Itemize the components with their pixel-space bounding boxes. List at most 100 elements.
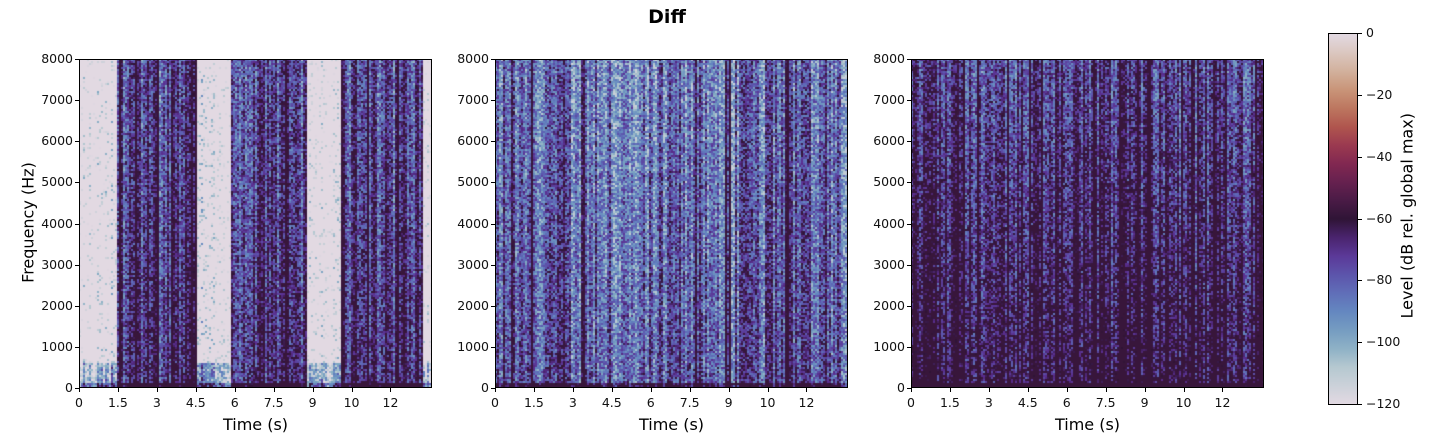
y-tick-mark [907,100,911,102]
colorbar-tick-label: −60 [1366,210,1393,226]
y-tick-label: 6000 [873,133,905,149]
y-tick-mark [491,223,495,225]
y-tick-label: 1000 [41,338,73,354]
x-tick-label: 1.5 [107,395,128,410]
x-axis-label: Time (s) [638,415,705,434]
y-tick-mark [75,388,79,389]
spectrogram-panel-1 [79,59,432,388]
x-tick-label: 4.5 [1017,395,1038,410]
y-tick-mark [491,305,495,307]
y-tick-label: 2000 [457,297,489,313]
y-tick-mark [491,100,495,102]
x-tick-mark [911,388,912,392]
x-tick-label: 7.5 [679,395,700,410]
x-tick-label: 12 [798,395,815,410]
x-tick-mark [689,388,691,392]
y-tick-mark [75,223,79,225]
y-tick-mark [75,264,79,266]
y-tick-label: 1000 [873,338,905,354]
colorbar [1328,33,1358,405]
y-tick-mark [491,141,495,143]
x-tick-label: 3 [568,395,577,410]
x-tick-label: 12 [382,395,399,410]
colorbar-tick-label: −80 [1366,272,1393,288]
spectrogram-heatmap [911,59,1264,388]
y-tick-label: 0 [481,380,489,395]
x-tick-mark [234,388,236,392]
y-tick-label: 3000 [873,256,905,272]
spectrogram-heatmap [79,59,432,388]
y-tick-label: 3000 [41,256,73,272]
axes-frame [79,59,432,388]
y-tick-label: 4000 [41,215,73,231]
x-tick-label: 4.5 [601,395,622,410]
y-tick-label: 4000 [873,215,905,231]
x-tick-mark [611,388,613,392]
colorbar-tick-mark [1358,342,1362,344]
x-tick-mark [949,388,951,392]
y-tick-label: 5000 [457,174,489,190]
x-tick-mark [1027,388,1029,392]
colorbar-tick-mark [1358,280,1362,282]
x-tick-mark [351,388,353,392]
colorbar-tick-mark [1358,218,1362,220]
y-tick-label: 7000 [41,92,73,108]
colorbar-tick-mark [1358,156,1362,158]
y-tick-label: 1000 [457,338,489,354]
figure-title: Diff [648,6,686,28]
y-tick-label: 0 [65,380,73,395]
y-tick-label: 6000 [457,133,489,149]
x-tick-label: 9 [724,395,733,410]
y-tick-mark [907,305,911,307]
y-tick-mark [75,59,79,60]
x-tick-label: 10 [343,395,360,410]
y-tick-mark [907,346,911,348]
x-tick-mark [195,388,197,392]
x-tick-mark [650,388,652,392]
x-tick-mark [533,388,535,392]
x-tick-label: 6 [230,395,239,410]
y-tick-label: 8000 [873,51,905,66]
x-tick-mark [1144,388,1146,392]
axes-frame [495,59,848,388]
x-tick-label: 9 [1140,395,1149,410]
x-tick-label: 0 [75,395,83,410]
x-tick-label: 6 [1062,395,1071,410]
y-tick-label: 8000 [41,51,73,66]
x-tick-mark [572,388,574,392]
x-tick-mark [495,388,496,392]
y-tick-mark [75,182,79,184]
x-tick-mark [273,388,275,392]
x-tick-mark [390,388,392,392]
x-axis-label: Time (s) [222,415,289,434]
y-tick-label: 2000 [41,297,73,313]
y-tick-label: 7000 [457,92,489,108]
y-tick-mark [491,264,495,266]
colorbar-tick-label: −40 [1366,148,1393,164]
x-tick-mark [767,388,769,392]
y-tick-label: 3000 [457,256,489,272]
x-tick-label: 4.5 [185,395,206,410]
x-tick-label: 1.5 [523,395,544,410]
y-tick-mark [907,182,911,184]
y-tick-mark [907,59,911,60]
axes-frame [911,59,1264,388]
spectrogram-panel-2 [495,59,848,388]
y-tick-label: 8000 [457,51,489,66]
x-tick-mark [1105,388,1107,392]
x-tick-label: 10 [759,395,776,410]
y-tick-mark [491,388,495,389]
y-tick-label: 2000 [873,297,905,313]
y-tick-label: 6000 [41,133,73,149]
y-tick-mark [907,388,911,389]
x-tick-label: 3 [152,395,161,410]
x-tick-mark [988,388,990,392]
x-tick-label: 7.5 [263,395,284,410]
colorbar-tick-label: −120 [1366,396,1401,411]
y-tick-mark [491,59,495,60]
x-tick-mark [312,388,314,392]
spectrogram-heatmap [495,59,848,388]
x-tick-label: 3 [984,395,993,410]
y-tick-label: 0 [897,380,905,395]
